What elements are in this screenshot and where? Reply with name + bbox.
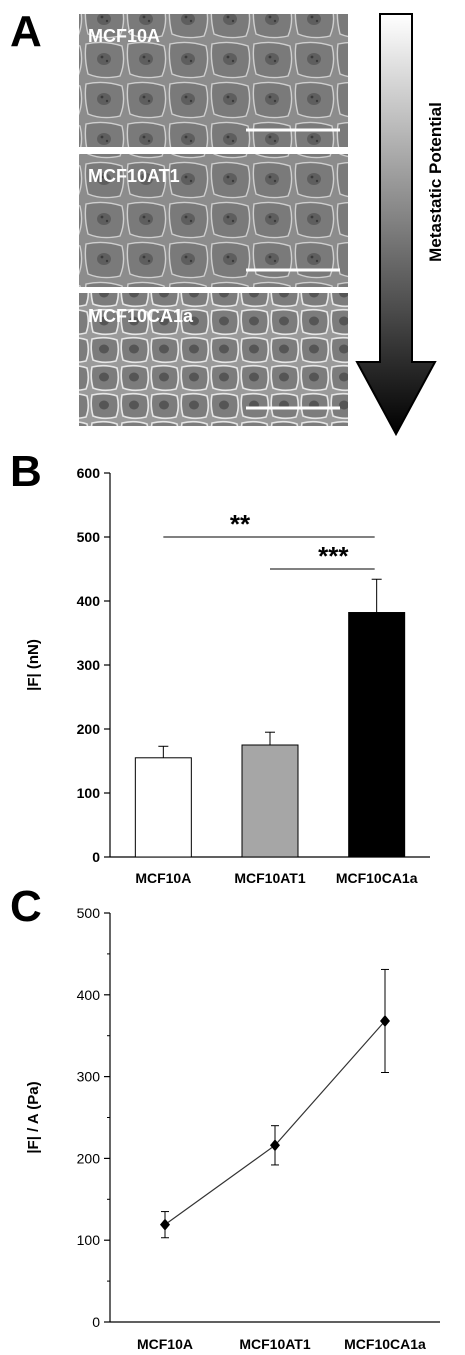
- panel-a: MCF10A MCF10AT1 MCF10CA1a Metastatic Pot…: [79, 13, 445, 437]
- significance-label: ***: [318, 541, 349, 571]
- y-tick-label: 400: [77, 987, 101, 1003]
- significance-label: **: [230, 509, 251, 539]
- y-tick-label: 400: [77, 593, 101, 609]
- panel-label-b: B: [10, 447, 42, 496]
- arrow-label: Metastatic Potential: [426, 102, 445, 262]
- bar: [134, 757, 192, 858]
- series-line: [164, 1020, 386, 1226]
- micrograph-label: MCF10AT1: [88, 166, 180, 186]
- x-tick-label: MCF10CA1a: [344, 1336, 426, 1352]
- y-tick-label: 300: [77, 657, 101, 673]
- y-tick-label: 500: [77, 905, 101, 921]
- micrograph-mcf10a: MCF10A: [79, 14, 348, 147]
- panel-label-c: C: [10, 882, 42, 931]
- bar: [348, 612, 406, 858]
- y-tick-label: 600: [77, 465, 101, 481]
- x-tick-label: MCF10CA1a: [336, 870, 418, 886]
- y-tick-label: 300: [77, 1069, 101, 1085]
- y-tick-label: 200: [77, 721, 101, 737]
- data-point: [270, 1139, 280, 1152]
- bar-chart-force: 0 100 200 300 400 500 600 |F| (nN) MCF10A MCF10AT…: [25, 465, 430, 886]
- y-tick-label: 0: [92, 849, 100, 865]
- y-axis-label: |F| / A (Pa): [25, 1081, 42, 1153]
- y-tick-label: 100: [77, 1232, 101, 1248]
- micrograph-mcf10ca1a: MCF10CA1a: [79, 293, 348, 426]
- y-tick-label: 100: [77, 785, 101, 801]
- micrograph-label: MCF10CA1a: [88, 306, 194, 326]
- y-tick-label: 200: [77, 1150, 101, 1166]
- data-point: [160, 1218, 170, 1231]
- micrograph-label: MCF10A: [88, 26, 160, 46]
- data-point: [380, 1014, 390, 1027]
- metastatic-potential-arrow: Metastatic Potential: [355, 13, 445, 437]
- line-chart-traction-stress: 0 100 200 300 400 500 |F| / A (Pa) MCF10A MCF10A…: [25, 905, 440, 1352]
- y-axis-label: |F| (nN): [25, 639, 42, 691]
- bar: [241, 744, 299, 858]
- x-tick-label: MCF10A: [135, 870, 191, 886]
- y-tick-label: 500: [77, 529, 101, 545]
- x-tick-label: MCF10A: [137, 1336, 193, 1352]
- y-tick-label: 0: [92, 1314, 100, 1330]
- panel-label-a: A: [10, 7, 42, 56]
- x-tick-label: MCF10AT1: [239, 1336, 311, 1352]
- micrograph-mcf10at1: MCF10AT1: [79, 154, 348, 287]
- x-tick-label: MCF10AT1: [234, 870, 306, 886]
